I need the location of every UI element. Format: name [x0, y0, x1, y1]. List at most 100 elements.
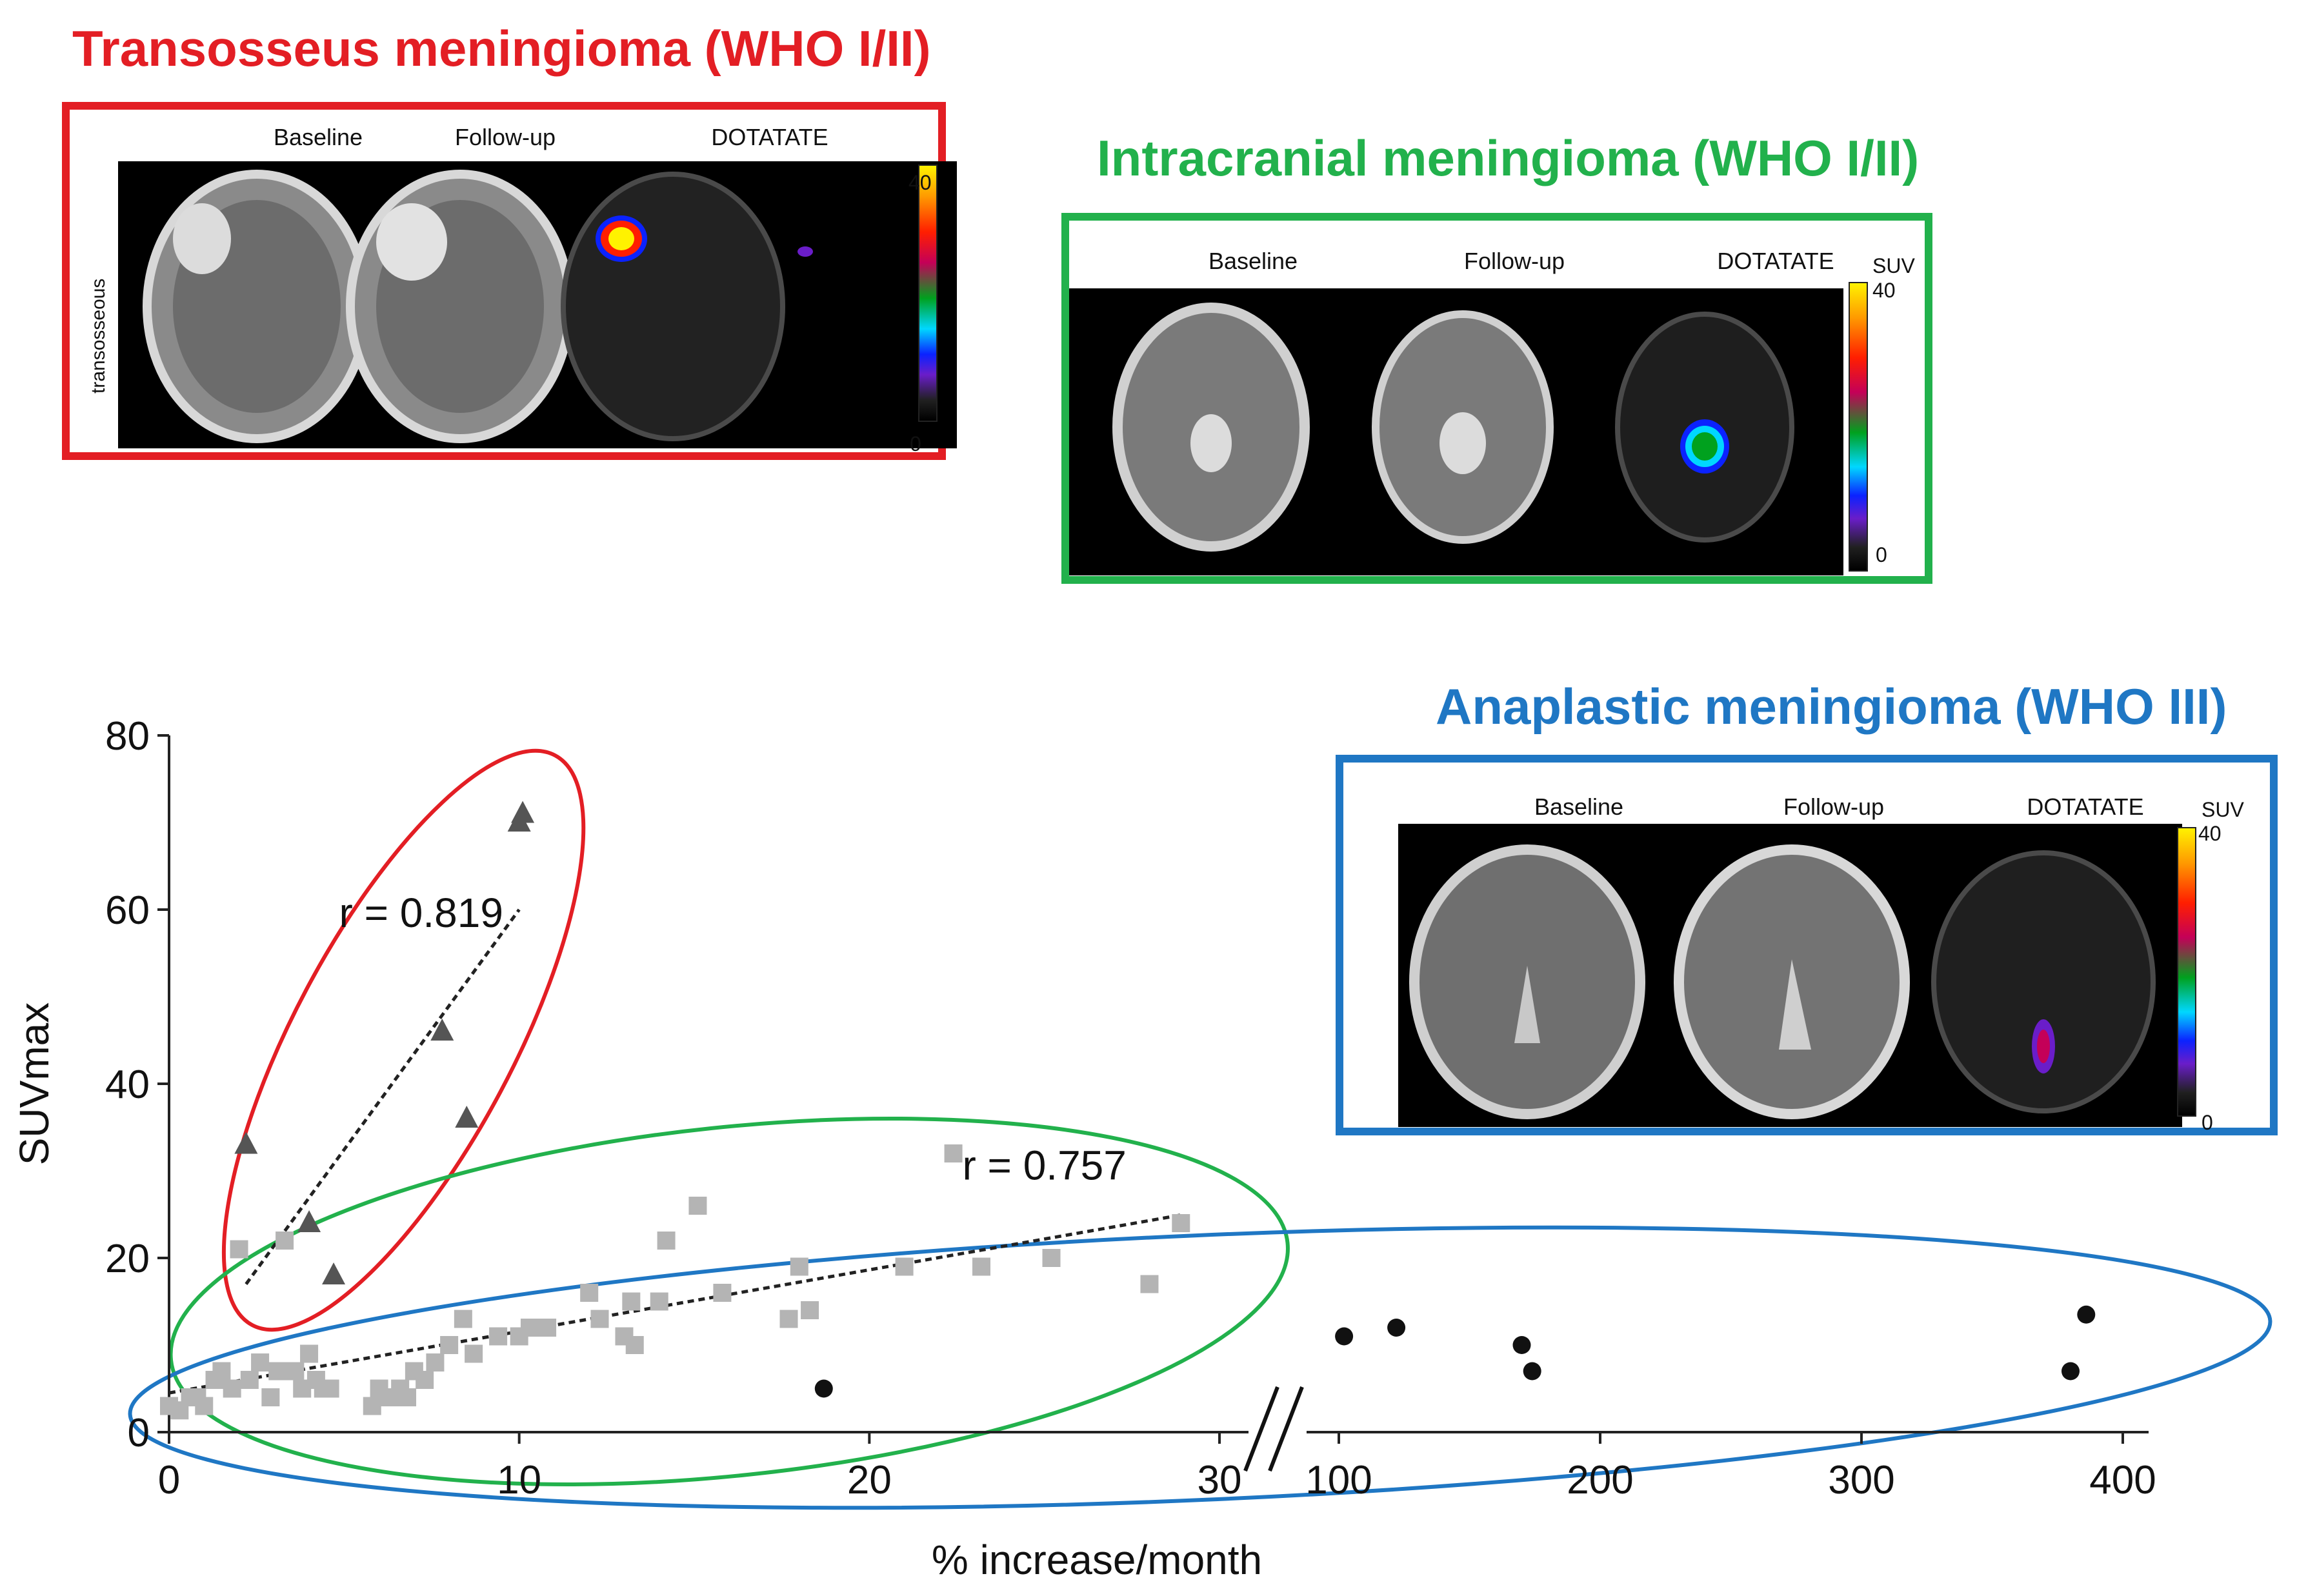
x-tick-label: 400 — [2089, 1458, 2156, 1502]
follow-up-label: Follow-up — [1783, 793, 1885, 820]
x-tick-label: 10 — [497, 1458, 541, 1502]
colorbar-max: 40 — [2198, 822, 2222, 845]
mri-image-strip — [1398, 824, 2182, 1127]
brain-scans — [143, 170, 813, 443]
square-point — [454, 1310, 472, 1328]
square-point — [622, 1292, 641, 1311]
square-point — [398, 1388, 417, 1406]
square-point — [240, 1371, 259, 1389]
dotatate-label: DOTATATE — [1717, 248, 1834, 274]
colorbar-label: SUV — [2202, 798, 2244, 821]
intracranial-panel: Baseline Follow-up DOTATATE SUV 40 0 — [1061, 213, 1932, 584]
square-point — [625, 1336, 644, 1354]
circle-point — [2061, 1362, 2080, 1381]
square-point — [972, 1257, 990, 1276]
brain-scans — [1409, 844, 2156, 1119]
square-point — [261, 1388, 280, 1406]
square-point — [657, 1232, 676, 1250]
square-point — [801, 1301, 819, 1319]
transosseous-title: Transosseus meningioma (WHO I/II) — [72, 20, 931, 77]
square-point — [1140, 1275, 1159, 1293]
square-point — [426, 1353, 445, 1372]
trendline — [245, 908, 521, 1285]
square-point — [489, 1327, 508, 1346]
y-axis-title: SUVmax — [11, 1002, 57, 1166]
x-tick-label: 30 — [1198, 1458, 1242, 1502]
intracranial-group-ellipse — [168, 1116, 1290, 1487]
square-point — [713, 1284, 732, 1302]
circle-point — [1387, 1319, 1406, 1337]
square-point — [1172, 1214, 1190, 1232]
colorbar-min: 0 — [910, 432, 921, 455]
square-point — [895, 1257, 914, 1276]
intracranial-colorbar — [1849, 282, 1868, 572]
dotatate-label: DOTATATE — [711, 124, 828, 150]
square-point — [944, 1144, 963, 1162]
square-point — [779, 1310, 798, 1328]
follow-up-label: Follow-up — [454, 124, 556, 150]
axis-break-mark — [1268, 1386, 1304, 1472]
transosseous-group-ellipse — [221, 748, 586, 1332]
square-point — [590, 1310, 609, 1328]
mri-image-strip — [1069, 288, 1843, 575]
square-point — [251, 1353, 270, 1372]
chart-marks: r = 0.819 r = 0.757 — [160, 801, 2096, 1420]
intracranial-title: Intracranial meningioma (WHO I/II) — [1097, 130, 1920, 186]
baseline-label: Baseline — [273, 124, 363, 150]
square-point — [580, 1284, 599, 1302]
circle-point — [1512, 1336, 1531, 1354]
x-tick-label: 200 — [1567, 1458, 1633, 1502]
y-tick-label: 40 — [105, 1062, 150, 1107]
anaplastic-title: Anaplastic meningioma (WHO III) — [1436, 678, 2227, 735]
anaplastic-group-ellipse — [128, 1225, 2272, 1510]
square-point — [286, 1362, 305, 1381]
mri-image-strip — [118, 161, 957, 448]
colorbar-max: 40 — [908, 171, 932, 194]
square-point — [212, 1362, 231, 1381]
colorbar-max: 40 — [1872, 279, 1896, 302]
transosseous-panel: transosseous Baseline Follow-up DOTATATE… — [62, 102, 957, 460]
colorbar-min: 0 — [2202, 1111, 2213, 1134]
colorbar-min: 0 — [1876, 543, 1887, 566]
circle-point — [1523, 1362, 1541, 1381]
baseline-label: Baseline — [1208, 248, 1298, 274]
y-tick-label: 80 — [105, 714, 150, 759]
triangle-point — [511, 801, 535, 823]
anaplastic-panel: Baseline Follow-up DOTATATE SUV 40 0 — [1336, 755, 2278, 1135]
colorbar-label: SUV — [1872, 254, 1915, 277]
square-point — [688, 1197, 707, 1215]
axis-break-mark — [1243, 1386, 1279, 1472]
square-point — [440, 1336, 459, 1354]
square-point — [416, 1371, 434, 1389]
baseline-label: Baseline — [1534, 793, 1624, 820]
x-axis-title: % increase/month — [932, 1537, 1262, 1583]
triangle-point — [455, 1106, 479, 1128]
square-point — [276, 1232, 294, 1250]
square-point — [230, 1240, 248, 1259]
square-point — [1042, 1249, 1061, 1267]
y-tick-label: 0 — [128, 1411, 150, 1455]
square-point — [465, 1344, 483, 1363]
correlation-label: r = 0.819 — [339, 890, 503, 936]
brain-scans — [1112, 303, 1794, 552]
trendline — [168, 1213, 1185, 1395]
y-tick-label: 20 — [105, 1237, 150, 1281]
correlation-label: r = 0.757 — [962, 1142, 1126, 1189]
follow-up-label: Follow-up — [1463, 248, 1565, 274]
transosseous-colorbar — [918, 165, 938, 422]
circle-point — [1335, 1327, 1354, 1346]
square-point — [321, 1379, 339, 1398]
x-tick-label: 100 — [1305, 1458, 1372, 1502]
square-point — [195, 1397, 214, 1415]
square-point — [520, 1319, 539, 1337]
triangle-point — [430, 1019, 454, 1041]
square-point — [650, 1292, 668, 1311]
circle-point — [814, 1379, 833, 1398]
triangle-point — [234, 1132, 258, 1154]
dotatate-label: DOTATATE — [2027, 793, 2144, 820]
square-point — [363, 1397, 381, 1415]
square-point — [538, 1319, 557, 1337]
anaplastic-colorbar — [2177, 827, 2196, 1117]
x-tick-label: 20 — [847, 1458, 892, 1502]
